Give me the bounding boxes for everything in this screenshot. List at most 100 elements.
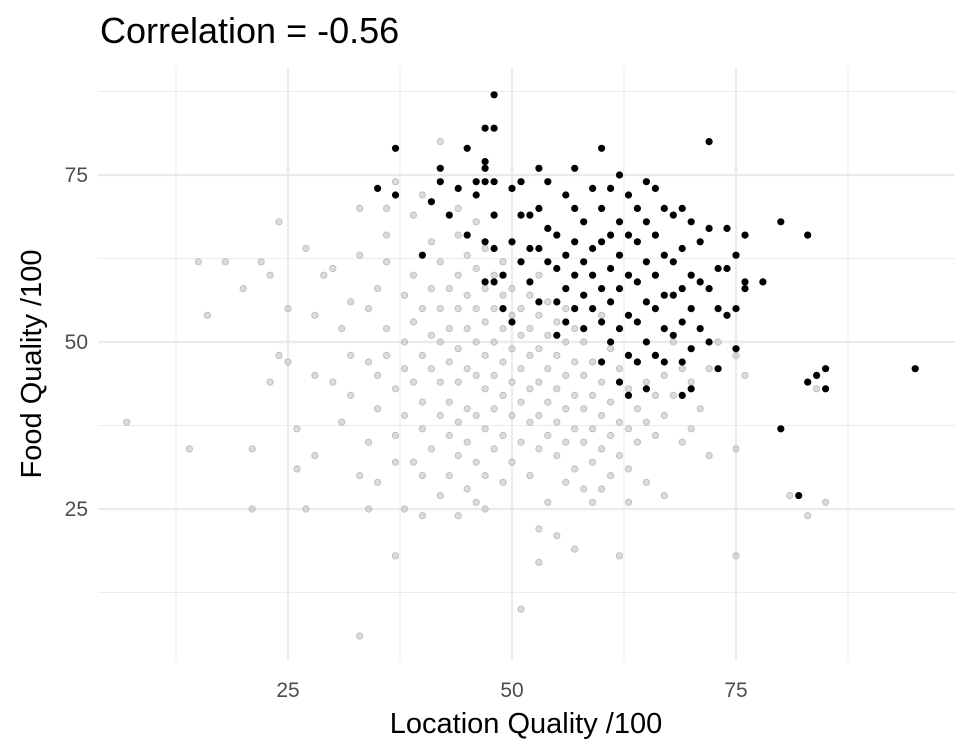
faded-point: [194, 258, 202, 266]
faded-point: [302, 244, 310, 253]
y-axis-title: Food Quality /100: [16, 250, 48, 479]
faded-point: [347, 351, 355, 359]
faded-point: [364, 358, 373, 366]
faded-point: [732, 445, 740, 453]
faded-point: [391, 431, 400, 440]
faded-point: [812, 385, 821, 393]
faded-point: [571, 545, 579, 553]
faded-point: [409, 378, 417, 386]
highlighted-point: [642, 218, 651, 226]
faded-point: [490, 338, 498, 346]
highlighted-point: [687, 271, 695, 279]
highlighted-point: [535, 298, 543, 306]
faded-point: [642, 478, 651, 486]
x-tick-label: 75: [724, 679, 747, 702]
faded-point: [642, 378, 651, 386]
faded-point: [481, 471, 489, 480]
highlighted-point: [607, 231, 615, 239]
x-tick-label: 50: [500, 679, 523, 702]
highlighted-point: [589, 271, 597, 279]
faded-point: [320, 271, 328, 279]
highlighted-point: [571, 204, 579, 212]
highlighted-point: [615, 218, 624, 226]
highlighted-point: [642, 258, 651, 266]
highlighted-point: [535, 204, 543, 212]
faded-point: [481, 318, 489, 326]
highlighted-point: [624, 231, 633, 239]
highlighted-point: [678, 391, 686, 399]
highlighted-point: [391, 191, 400, 199]
faded-point: [373, 371, 382, 379]
highlighted-point: [642, 178, 651, 186]
faded-point: [257, 258, 265, 266]
highlighted-point: [732, 345, 740, 353]
highlighted-point: [490, 91, 498, 99]
faded-point: [499, 258, 507, 266]
faded-point: [597, 411, 606, 420]
faded-point: [517, 605, 525, 613]
faded-point: [615, 418, 624, 426]
faded-point: [329, 378, 337, 386]
highlighted-point: [714, 305, 722, 313]
faded-point: [660, 411, 668, 420]
highlighted-point: [454, 184, 462, 192]
faded-point: [338, 418, 346, 426]
faded-point: [490, 445, 498, 453]
highlighted-point: [589, 244, 597, 253]
highlighted-point: [651, 231, 660, 239]
highlighted-point: [624, 311, 633, 319]
faded-point: [445, 398, 453, 406]
faded-point: [615, 451, 624, 460]
faded-point: [203, 311, 211, 319]
faded-point: [544, 331, 552, 339]
highlighted-point: [669, 291, 677, 299]
highlighted-point: [580, 325, 588, 333]
highlighted-point: [795, 492, 803, 500]
faded-point: [535, 378, 543, 386]
highlighted-point: [705, 338, 713, 346]
highlighted-point: [687, 218, 695, 226]
highlighted-point: [777, 218, 785, 226]
highlighted-point: [571, 164, 579, 172]
faded-point: [427, 331, 435, 339]
faded-point: [571, 358, 579, 366]
faded-point: [356, 204, 364, 212]
faded-point: [687, 425, 695, 433]
tick-labels: 25 50 75 25 50 75: [65, 164, 748, 702]
faded-point: [239, 284, 247, 293]
faded-point: [418, 351, 426, 359]
highlighted-point: [696, 325, 704, 333]
highlighted-point: [463, 144, 471, 152]
highlighted-point: [562, 251, 570, 259]
faded-point: [436, 378, 444, 386]
faded-point: [329, 264, 337, 273]
highlighted-point: [517, 178, 525, 186]
faded-point: [508, 284, 516, 293]
faded-point: [606, 471, 615, 480]
faded-point: [544, 365, 552, 373]
faded-point: [382, 324, 391, 333]
highlighted-point: [723, 224, 731, 232]
faded-point: [580, 405, 588, 413]
faded-point: [364, 304, 373, 313]
highlighted-point: [723, 264, 731, 273]
faded-point: [571, 324, 579, 333]
highlighted-point: [804, 378, 812, 386]
highlighted-point: [427, 198, 435, 206]
highlighted-point: [822, 385, 830, 393]
faded-point: [553, 532, 561, 540]
highlighted-point: [481, 124, 489, 132]
faded-point: [732, 552, 740, 560]
faded-point: [463, 291, 471, 299]
faded-point: [356, 251, 364, 259]
highlighted-point: [678, 285, 686, 293]
faded-point: [580, 485, 588, 493]
highlighted-point: [633, 238, 642, 246]
faded-point: [445, 471, 453, 480]
data-points: [123, 91, 919, 640]
faded-point: [553, 351, 561, 359]
faded-point: [311, 371, 319, 379]
faded-point: [588, 391, 597, 399]
highlighted-point: [418, 251, 426, 259]
highlighted-point: [678, 358, 686, 366]
